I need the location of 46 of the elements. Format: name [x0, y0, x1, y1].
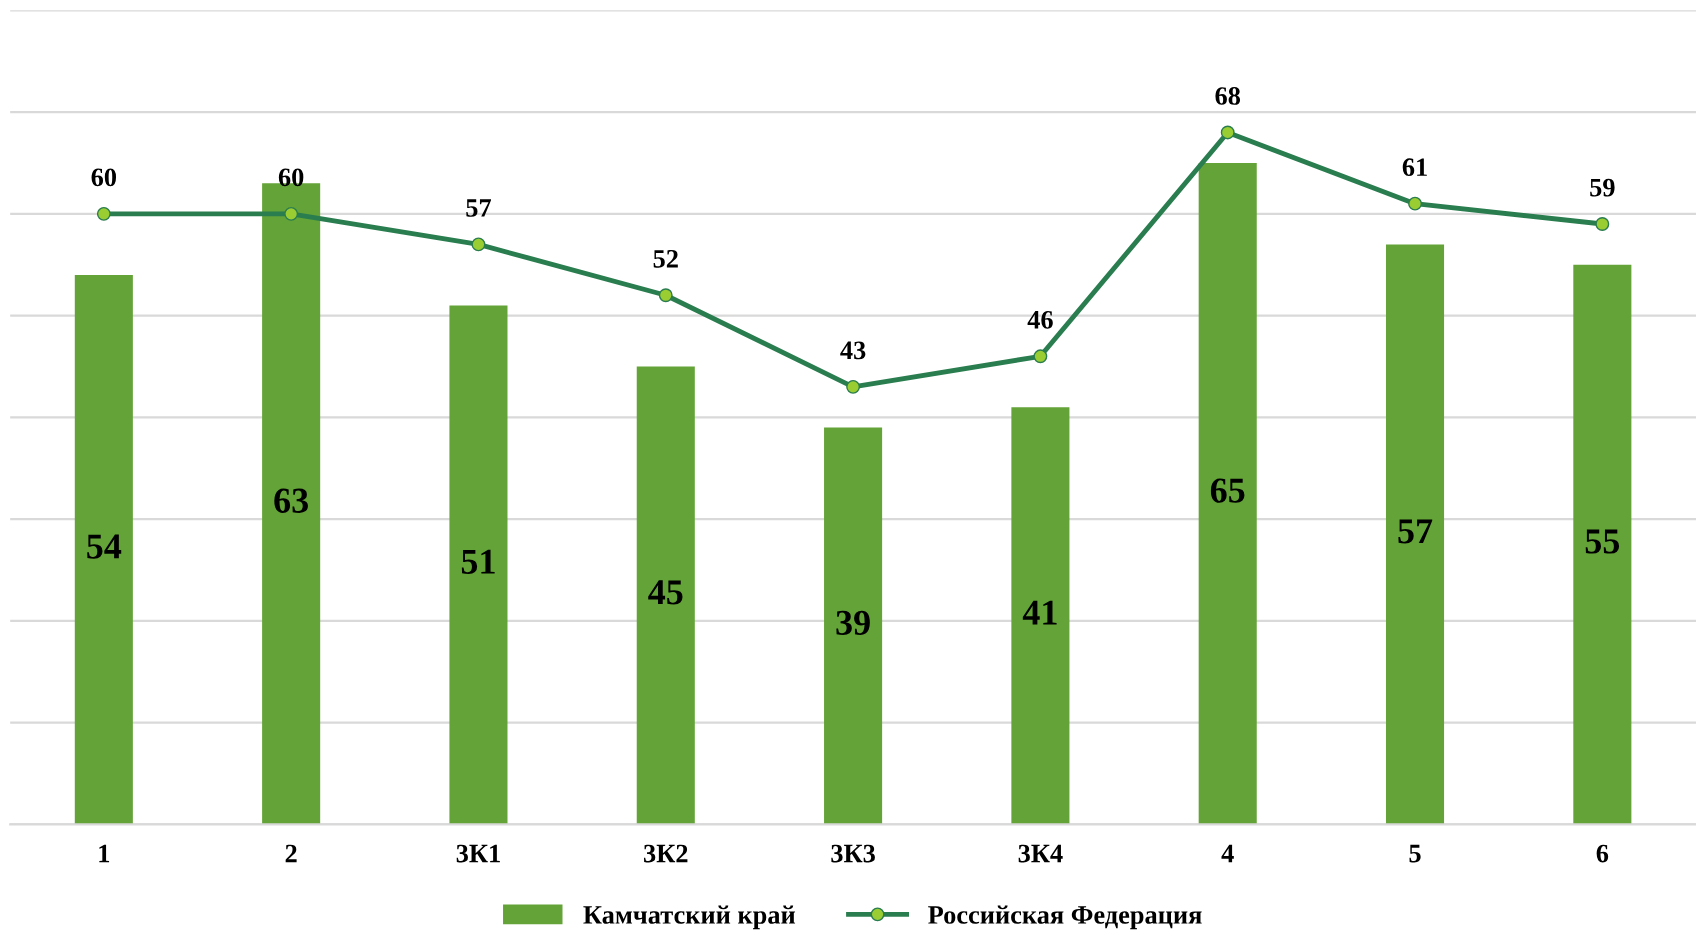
- bar: [74, 274, 133, 825]
- legend-label: Российская Федерация: [928, 905, 1202, 930]
- data-label: 52: [653, 249, 678, 268]
- bar: [449, 305, 508, 825]
- x-tick-label: 3К4: [1018, 844, 1063, 863]
- data-label: 39: [836, 610, 870, 635]
- legend-label: Камчатский край: [583, 905, 796, 930]
- data-label: 61: [1402, 158, 1427, 177]
- bar: [1011, 407, 1070, 825]
- x-tick-label: 1: [99, 844, 110, 863]
- point: [1220, 125, 1235, 140]
- x-tick-label: 6: [1596, 844, 1609, 863]
- x-tick-label: 5: [1409, 844, 1421, 863]
- data-label: 60: [91, 168, 117, 187]
- point: [284, 206, 299, 221]
- data-label: 59: [1590, 178, 1615, 197]
- data-label: 63: [274, 488, 308, 513]
- x-tick-label: 3К2: [644, 844, 688, 863]
- bar: [1386, 244, 1445, 825]
- data-label: 46: [1027, 310, 1053, 329]
- x-tick-label: 3К1: [456, 844, 500, 863]
- point: [1408, 196, 1422, 211]
- data-label: 43: [840, 341, 866, 360]
- data-label: 68: [1215, 87, 1241, 105]
- point: [471, 237, 486, 252]
- x-tick-label: 3К3: [831, 844, 875, 863]
- data-label: 55: [1585, 529, 1620, 554]
- data-label: 57: [1398, 519, 1433, 544]
- x-tick-label: 4: [1221, 844, 1234, 863]
- data-label: 54: [87, 534, 122, 559]
- bar: [1198, 162, 1257, 825]
- point: [1033, 349, 1048, 364]
- point: [846, 379, 861, 394]
- x-tick-label: 2: [285, 844, 297, 863]
- bar: [636, 366, 695, 825]
- data-label: 45: [648, 580, 683, 605]
- data-label: 57: [466, 199, 492, 217]
- data-label: 41: [1022, 600, 1057, 625]
- data-label: 51: [461, 549, 495, 574]
- bar: [824, 427, 883, 825]
- point: [658, 288, 673, 303]
- data-label: 60: [278, 168, 304, 187]
- point: [96, 206, 111, 221]
- bar: [1573, 264, 1632, 825]
- point: [1595, 217, 1610, 231]
- data-label: 65: [1210, 478, 1245, 503]
